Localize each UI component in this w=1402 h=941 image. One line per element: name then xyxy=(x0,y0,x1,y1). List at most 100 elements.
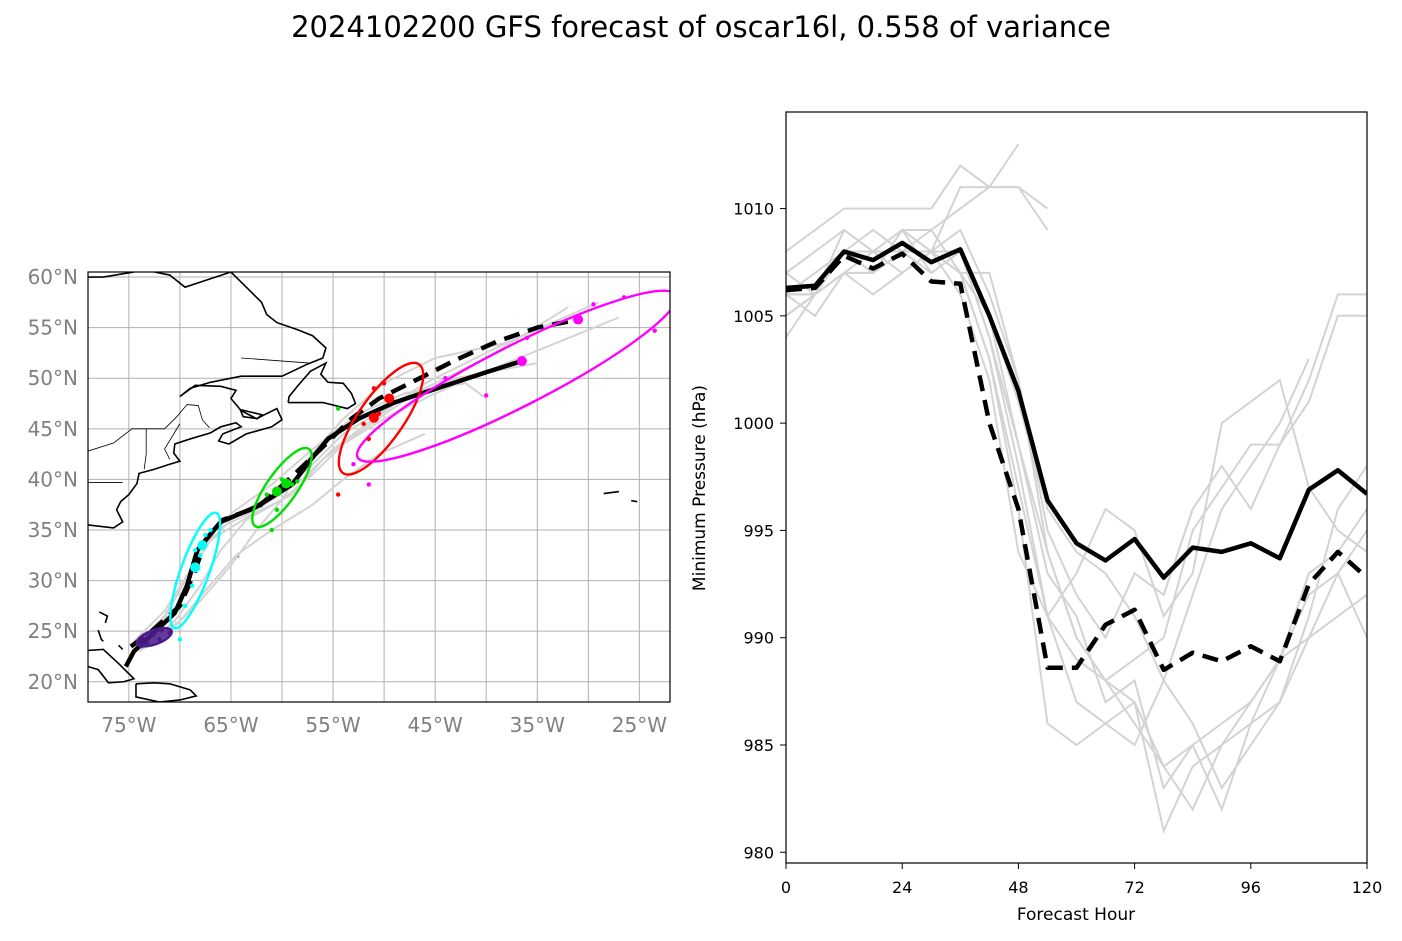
member-point-h48 xyxy=(193,548,198,553)
ensemble-pressure-line xyxy=(786,250,1367,619)
map-x-tick-label: 25°W xyxy=(612,713,667,737)
member-point-h96 xyxy=(371,386,377,391)
mean-pressure-line-dashed xyxy=(786,251,1367,673)
member-point-h96 xyxy=(381,381,387,386)
mean-marker-h120 xyxy=(573,314,584,325)
state-border xyxy=(241,357,310,364)
member-point-h96 xyxy=(335,492,341,497)
ensemble-pressure-line xyxy=(786,164,1049,253)
spread-ellipse-h96 xyxy=(337,361,425,476)
member-point-h72 xyxy=(274,507,280,512)
member-point-h96 xyxy=(366,436,371,442)
member-point-h120 xyxy=(484,393,489,398)
member-point-h48 xyxy=(189,583,195,588)
track-map-panel: 75°W 65°W 55°W 45°W 35°W 25°W 20°N 25°N 30°N 35°N… xyxy=(28,265,671,737)
member-point-h120 xyxy=(443,376,448,381)
x-tick-label: 0 xyxy=(781,878,791,897)
map-x-tick-label: 55°W xyxy=(305,713,360,737)
member-point-h72 xyxy=(264,492,269,497)
member-point-h72 xyxy=(269,527,274,533)
map-tick-labels: 75°W 65°W 55°W 45°W 35°W 25°W 20°N 25°N 30°N 35°N… xyxy=(28,265,668,737)
coastline xyxy=(287,361,357,410)
coastline xyxy=(97,629,104,642)
ensemble-pressure-line xyxy=(786,250,1367,768)
y-tick-label: 990 xyxy=(743,629,774,648)
coastline xyxy=(88,272,135,278)
x-axis-label: Forecast Hour xyxy=(1017,905,1135,925)
y-tick-label: 985 xyxy=(743,736,774,755)
coastline xyxy=(98,611,109,624)
x-tick-label: 24 xyxy=(892,878,912,897)
map-x-tick-label: 65°W xyxy=(203,713,258,737)
map-y-tick-label: 55°N xyxy=(28,316,78,340)
coastline xyxy=(154,272,232,289)
ensemble-pressure-line xyxy=(786,228,1367,790)
member-point-h72 xyxy=(295,479,300,484)
map-y-tick-label: 40°N xyxy=(28,467,78,491)
pressure-axes-frame xyxy=(785,111,1368,864)
x-tick-label: 120 xyxy=(1352,878,1383,897)
member-point-h96 xyxy=(361,421,366,426)
mean-pressure-line-solid xyxy=(786,240,1367,580)
ensemble-track xyxy=(133,382,487,643)
ensemble-pressure-line xyxy=(786,250,1367,813)
member-point-h24 xyxy=(145,641,150,646)
pressure-panel: 0 24 48 72 96 120 980 985 990 995 1000 1005 1010 For… xyxy=(690,111,1382,925)
pressure-lines xyxy=(786,143,1367,834)
x-tick-label: 96 xyxy=(1241,878,1261,897)
map-tracks xyxy=(123,289,670,668)
coastline xyxy=(239,408,264,420)
ensemble-pressure-line xyxy=(786,228,1367,640)
member-point-h120 xyxy=(652,328,657,333)
map-y-tick-label: 45°N xyxy=(28,417,78,441)
spread-ellipse-h72 xyxy=(251,446,313,529)
spread-ellipse-h120 xyxy=(355,289,670,463)
map-y-tick-label: 20°N xyxy=(28,670,78,694)
y-axis-label: Minimum Pressure (hPa) xyxy=(690,385,710,591)
y-tick-label: 995 xyxy=(743,521,774,540)
member-point-h120 xyxy=(366,482,371,487)
member-point-h24 xyxy=(138,644,144,649)
member-point-h24 xyxy=(157,637,162,642)
member-point-h120 xyxy=(621,295,627,300)
member-point-h48 xyxy=(203,532,208,538)
state-border xyxy=(164,423,181,460)
member-point-h72 xyxy=(335,406,341,411)
ensemble-pressure-line xyxy=(786,228,1367,812)
map-frame xyxy=(87,271,671,703)
mean-marker-h96 xyxy=(384,393,395,404)
member-point-h48 xyxy=(182,603,188,609)
member-point-h72 xyxy=(290,482,295,487)
coastline xyxy=(118,644,124,650)
mean-marker-h96 xyxy=(368,412,379,423)
map-y-tick-label: 35°N xyxy=(28,518,78,542)
coastline xyxy=(631,499,638,503)
map-x-tick-label: 75°W xyxy=(101,713,156,737)
member-point-h120 xyxy=(591,302,596,307)
mean-marker-h48 xyxy=(197,540,208,551)
y-tick-label: 1010 xyxy=(733,200,774,219)
map-y-tick-label: 60°N xyxy=(28,265,78,289)
x-tick-label: 48 xyxy=(1008,878,1028,897)
member-point-h48 xyxy=(208,527,213,533)
ensemble-track xyxy=(143,316,620,648)
member-point-h120 xyxy=(524,335,530,340)
mean-track-dashed xyxy=(129,317,579,649)
pressure-tick-labels: 0 24 48 72 96 120 980 985 990 995 1000 1005 1010 xyxy=(733,200,1382,897)
map-x-tick-label: 35°W xyxy=(510,713,565,737)
coastline xyxy=(88,272,327,529)
map-y-tick-label: 30°N xyxy=(28,569,78,593)
mean-marker-h72 xyxy=(281,478,292,489)
member-point-h120 xyxy=(351,462,356,467)
coastline xyxy=(603,490,620,495)
member-point-h24 xyxy=(159,627,164,633)
map-y-tick-label: 25°N xyxy=(28,619,78,643)
member-point-h48 xyxy=(198,553,203,558)
member-point-h24 xyxy=(151,633,156,638)
map-x-tick-label: 45°W xyxy=(408,713,463,737)
coastline xyxy=(135,681,198,702)
state-border xyxy=(143,428,147,470)
y-tick-label: 1005 xyxy=(733,307,774,326)
state-border xyxy=(88,404,210,452)
